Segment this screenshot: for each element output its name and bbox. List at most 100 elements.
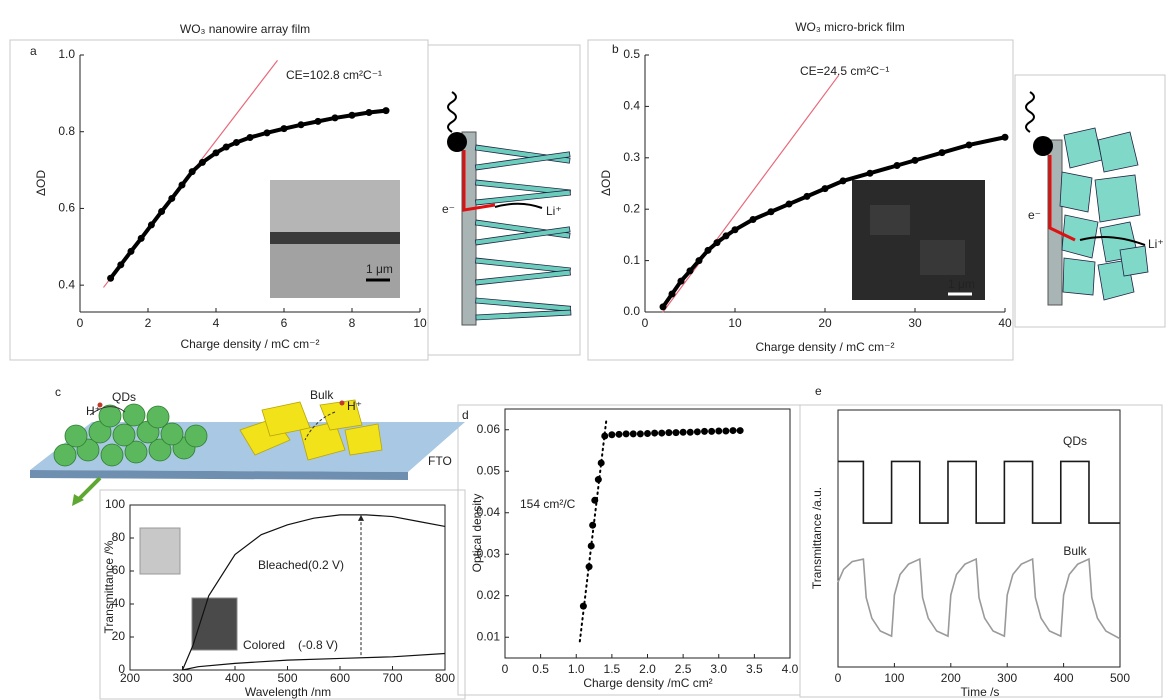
x-tick-label: 20 <box>818 316 832 330</box>
data-point <box>585 563 593 571</box>
data-point <box>246 133 254 141</box>
y-tick-label: 0.8 <box>58 124 75 138</box>
x-tick-label: 300 <box>997 671 1017 685</box>
data-point <box>668 290 676 298</box>
series-line <box>837 557 1121 640</box>
data-point <box>722 427 730 435</box>
nanowires <box>474 144 572 321</box>
data-point <box>803 192 811 200</box>
data-curve <box>109 108 387 280</box>
panel-label: a <box>30 44 37 58</box>
quantum-dots <box>53 403 208 467</box>
fit-line <box>578 420 608 643</box>
data-point <box>695 257 703 265</box>
y-tick-label: 0 <box>118 662 125 676</box>
series-label: Colored <box>243 638 285 652</box>
substrate-edge <box>30 470 408 480</box>
panel-label: c <box>55 385 61 399</box>
x-tick-label: 700 <box>382 671 402 685</box>
data-point <box>198 158 206 166</box>
data-point <box>636 430 644 438</box>
sem-texture <box>920 240 965 275</box>
y-axis-label: Optical density <box>470 494 484 573</box>
data-point <box>188 168 196 176</box>
data-point <box>168 194 176 202</box>
proton-path <box>89 406 126 416</box>
annotation: (-0.8 V) <box>298 638 338 652</box>
y-tick-label: 0.02 <box>477 588 501 602</box>
y-tick-label: 0.2 <box>623 201 640 215</box>
data-point <box>893 162 901 170</box>
data-point <box>729 427 737 435</box>
y-tick-label: 0.0 <box>623 304 640 318</box>
panel-frame <box>587 39 1014 361</box>
panel-frame <box>99 489 466 700</box>
data-point <box>591 496 599 504</box>
data-point <box>679 428 687 436</box>
y-axis-label: Transmittance /% <box>102 540 116 633</box>
y-tick-label: 100 <box>105 497 125 511</box>
y-tick-label: 80 <box>112 530 126 544</box>
sem-texture <box>870 205 910 235</box>
data-point <box>785 200 793 208</box>
data-point <box>608 431 616 439</box>
data-point <box>686 428 694 436</box>
x-tick-label: 300 <box>172 671 192 685</box>
marker-arrow-head <box>358 514 364 521</box>
series-line <box>181 514 446 671</box>
ion-path <box>494 202 543 209</box>
y-tick-label: 0.5 <box>623 47 640 61</box>
data-point <box>622 430 630 438</box>
electron-path <box>1048 155 1076 242</box>
colored-photo <box>191 597 238 651</box>
data-point <box>677 277 685 285</box>
x-tick-label: 4 <box>213 316 220 330</box>
x-tick-label: 0 <box>502 662 509 676</box>
data-point <box>137 234 145 242</box>
proton-path <box>304 411 336 441</box>
pointer-arrow <box>76 476 102 502</box>
data-point <box>701 427 708 435</box>
y-tick-label: 0.4 <box>623 99 640 113</box>
x-tick-label: 3.5 <box>746 662 763 676</box>
series-line <box>838 460 1120 524</box>
data-point <box>866 169 874 177</box>
x-tick-label: 30 <box>908 316 922 330</box>
y-tick-label: 0.3 <box>623 150 640 164</box>
x-tick-label: 500 <box>1110 671 1130 685</box>
x-tick-label: 100 <box>884 671 904 685</box>
data-point <box>938 149 946 157</box>
scale-label: 1 μm <box>948 277 975 291</box>
data-point <box>629 430 637 438</box>
data-point <box>644 429 651 437</box>
proton <box>97 402 103 408</box>
data-point <box>147 221 155 229</box>
bulk-crystals <box>239 399 383 461</box>
electron-path <box>462 150 496 212</box>
sem-image-layer <box>270 232 400 244</box>
proton-label: H⁺ <box>86 404 101 418</box>
data-point <box>348 111 356 119</box>
electron-source <box>1033 136 1053 156</box>
plot-frame <box>837 409 1121 668</box>
data-point <box>693 428 701 436</box>
bulk-label: Bulk <box>310 388 334 402</box>
data-point <box>263 129 271 137</box>
proton <box>339 400 345 406</box>
x-tick-label: 500 <box>277 671 297 685</box>
x-tick-label: 0 <box>642 316 649 330</box>
x-tick-label: 200 <box>941 671 961 685</box>
y-tick-label: 0.01 <box>477 629 501 643</box>
x-tick-label: 6 <box>281 316 288 330</box>
x-tick-label: 8 <box>349 316 356 330</box>
x-tick-label: 400 <box>225 671 245 685</box>
x-tick-label: 2.5 <box>675 662 692 676</box>
data-point <box>222 143 230 151</box>
panel-label: b <box>612 42 619 56</box>
ion-label: Li⁺ <box>546 204 562 218</box>
x-tick-label: 10 <box>413 316 427 330</box>
x-tick-label: 0.5 <box>532 662 549 676</box>
annotation: CE=102.8 cm²C⁻¹ <box>286 68 382 82</box>
x-tick-label: 40 <box>998 316 1012 330</box>
panel-frame <box>427 44 581 356</box>
